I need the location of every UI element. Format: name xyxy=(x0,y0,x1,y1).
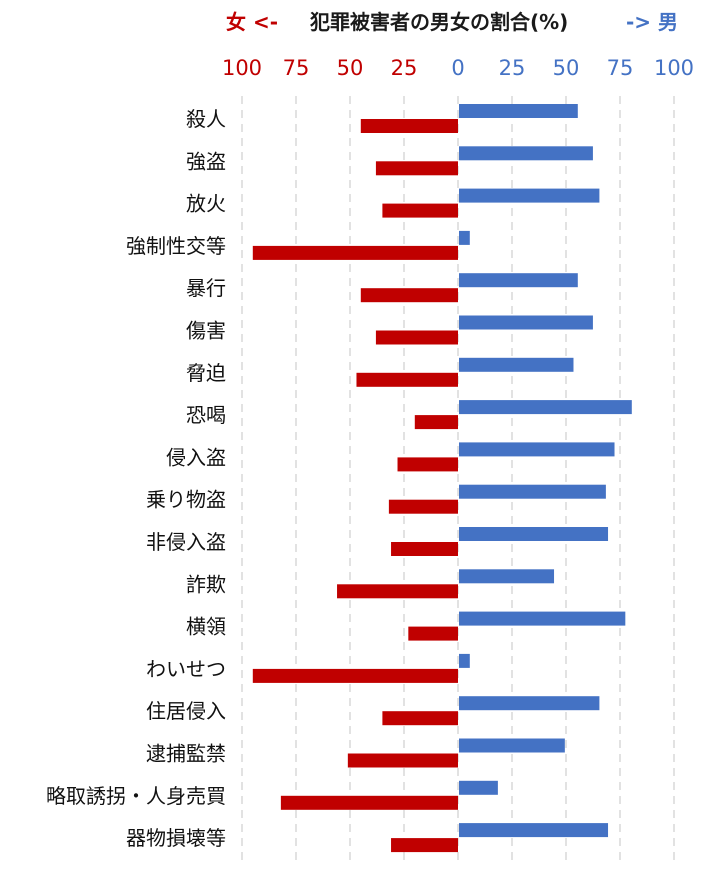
category-label: 傷害 xyxy=(186,319,226,343)
male-bar xyxy=(459,400,632,415)
male-bar xyxy=(459,484,606,499)
male-bar xyxy=(459,315,593,330)
category-label: 器物損壊等 xyxy=(126,826,226,850)
x-tick-label: 0 xyxy=(451,56,464,80)
category-label: 詐欺 xyxy=(186,572,226,596)
x-axis-tick-labels: 100 75 50 25 0 25 50 75 100 xyxy=(222,56,694,80)
x-tick-label: 50 xyxy=(553,56,580,80)
x-tick-label: 75 xyxy=(607,56,634,80)
chart-title: 犯罪被害者の男女の割合(%) xyxy=(309,10,568,34)
chart-title-group: 女 <- 犯罪被害者の男女の割合(%) -> 男 xyxy=(226,10,678,34)
female-bar xyxy=(397,457,458,472)
female-bar xyxy=(337,584,458,599)
category-label: 脅迫 xyxy=(186,361,226,385)
male-bar xyxy=(459,104,578,118)
female-bar xyxy=(375,330,458,345)
x-tick-label: 100 xyxy=(222,56,262,80)
category-label: 恐喝 xyxy=(186,403,226,427)
male-bar xyxy=(459,357,574,372)
x-tick-label: 75 xyxy=(283,56,310,80)
category-label: 非侵入盗 xyxy=(146,530,226,554)
category-label: 横領 xyxy=(186,615,226,639)
female-bar xyxy=(382,711,458,726)
female-bar xyxy=(382,203,458,218)
female-bar xyxy=(252,245,458,260)
category-label: 略取誘拐・人身売買 xyxy=(46,784,226,808)
category-label: 逮捕監禁 xyxy=(146,742,226,766)
category-label: 殺人 xyxy=(186,107,226,131)
grid-lines xyxy=(241,96,675,862)
category-label: 侵入盗 xyxy=(166,445,226,469)
male-bar xyxy=(459,230,470,245)
x-tick-label: 50 xyxy=(337,56,364,80)
category-label: 住居侵入 xyxy=(146,699,226,723)
category-label: 放火 xyxy=(186,192,226,216)
x-tick-label: 100 xyxy=(654,56,694,80)
male-bar xyxy=(459,611,626,626)
category-label: わいせつ xyxy=(146,657,226,681)
female-bar xyxy=(280,795,458,810)
female-bar xyxy=(391,542,458,556)
bars xyxy=(252,104,632,853)
female-bar xyxy=(356,372,458,387)
female-bar xyxy=(360,288,458,303)
category-labels: 殺人強盗放火強制性交等暴行傷害脅迫恐喝侵入盗乗り物盗非侵入盗詐欺横領わいせつ住居… xyxy=(46,107,226,850)
male-bar xyxy=(459,188,600,203)
male-bar xyxy=(459,442,615,457)
female-bar xyxy=(388,499,458,514)
male-bar xyxy=(459,653,470,668)
category-label: 暴行 xyxy=(186,276,226,300)
male-bar xyxy=(459,823,609,838)
male-bar xyxy=(459,696,600,711)
female-bar xyxy=(252,668,458,683)
category-label: 強盗 xyxy=(186,149,226,173)
female-bar xyxy=(391,838,458,853)
female-direction-label: 女 <- xyxy=(226,10,278,34)
female-bar xyxy=(360,119,458,133)
male-bar xyxy=(459,738,565,753)
female-bar xyxy=(375,161,458,176)
category-label: 強制性交等 xyxy=(126,234,226,258)
female-bar xyxy=(347,753,458,768)
male-direction-label: -> 男 xyxy=(626,10,678,34)
male-bar xyxy=(459,146,593,161)
x-tick-label: 25 xyxy=(499,56,526,80)
male-bar xyxy=(459,780,498,795)
male-bar xyxy=(459,527,609,541)
male-bar xyxy=(459,569,555,584)
female-bar xyxy=(408,626,458,641)
x-tick-label: 25 xyxy=(391,56,418,80)
female-bar xyxy=(414,415,458,430)
male-bar xyxy=(459,273,578,288)
category-label: 乗り物盗 xyxy=(146,488,226,512)
